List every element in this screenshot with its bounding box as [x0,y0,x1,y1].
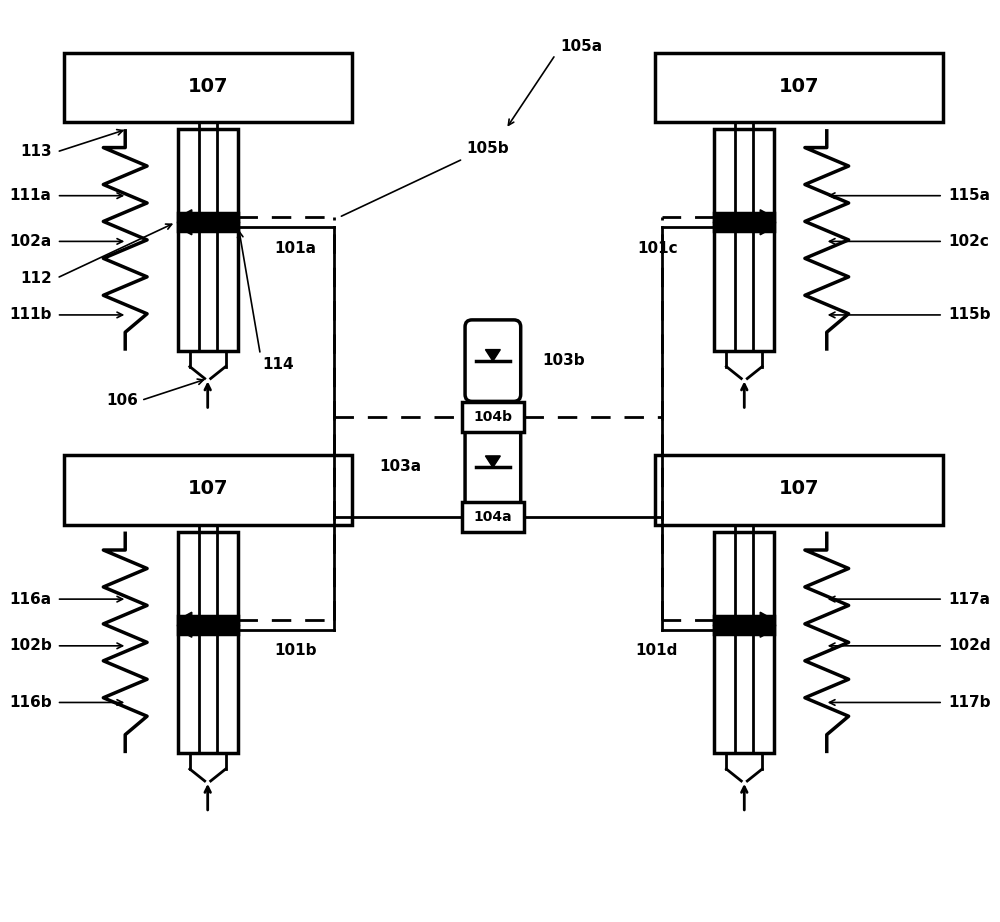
Text: 105b: 105b [466,141,509,157]
Bar [655,455,943,525]
Polygon shape [760,209,774,225]
Text: 106: 106 [106,393,138,408]
Polygon shape [178,209,192,225]
Bar [462,402,524,432]
Polygon shape [485,349,500,361]
Text: 111a: 111a [10,188,52,203]
Bar [714,532,774,753]
Bar [714,616,774,624]
Bar [64,455,352,525]
Text: 103a: 103a [379,459,421,475]
Bar [714,223,774,231]
Text: 112: 112 [20,271,52,286]
Text: 105a: 105a [560,39,603,54]
Text: 107: 107 [187,77,228,96]
Bar [715,221,773,223]
Bar [178,616,238,624]
Polygon shape [178,219,192,235]
Text: 116b: 116b [9,695,52,710]
Text: 114: 114 [262,357,294,372]
Text: 107: 107 [187,479,228,498]
Text: 107: 107 [779,479,819,498]
Text: 102a: 102a [9,234,52,249]
Bar [64,53,352,122]
Text: 101b: 101b [274,644,317,658]
Text: 117a: 117a [948,592,990,607]
Bar [178,532,238,753]
FancyBboxPatch shape [465,320,521,401]
Text: 101d: 101d [635,644,678,658]
Polygon shape [178,622,192,637]
Bar [178,223,238,231]
Text: 111b: 111b [9,307,52,323]
Polygon shape [178,612,192,628]
Text: 102b: 102b [9,638,52,654]
Bar [714,129,774,350]
Text: 104a: 104a [474,510,512,524]
Text: 107: 107 [779,77,819,96]
Text: 102c: 102c [948,234,989,249]
Text: 115a: 115a [948,188,990,203]
Text: 117b: 117b [948,695,990,710]
Text: 101a: 101a [274,241,316,255]
Polygon shape [760,219,774,235]
FancyBboxPatch shape [465,426,521,508]
Text: 102d: 102d [948,638,991,654]
Bar [179,624,237,625]
Text: 116a: 116a [10,592,52,607]
Text: 103b: 103b [543,353,585,368]
Text: 113: 113 [20,145,52,160]
Bar [714,625,774,633]
Text: 115b: 115b [948,307,990,323]
Polygon shape [760,612,774,628]
Bar [178,129,238,350]
Polygon shape [760,622,774,637]
Bar [462,502,524,532]
Text: 104b: 104b [473,410,512,424]
Polygon shape [485,455,500,467]
Bar [714,213,774,221]
Bar [178,625,238,633]
Text: 101c: 101c [637,241,678,255]
Bar [655,53,943,122]
Bar [715,624,773,625]
Bar [178,213,238,221]
Bar [179,221,237,223]
